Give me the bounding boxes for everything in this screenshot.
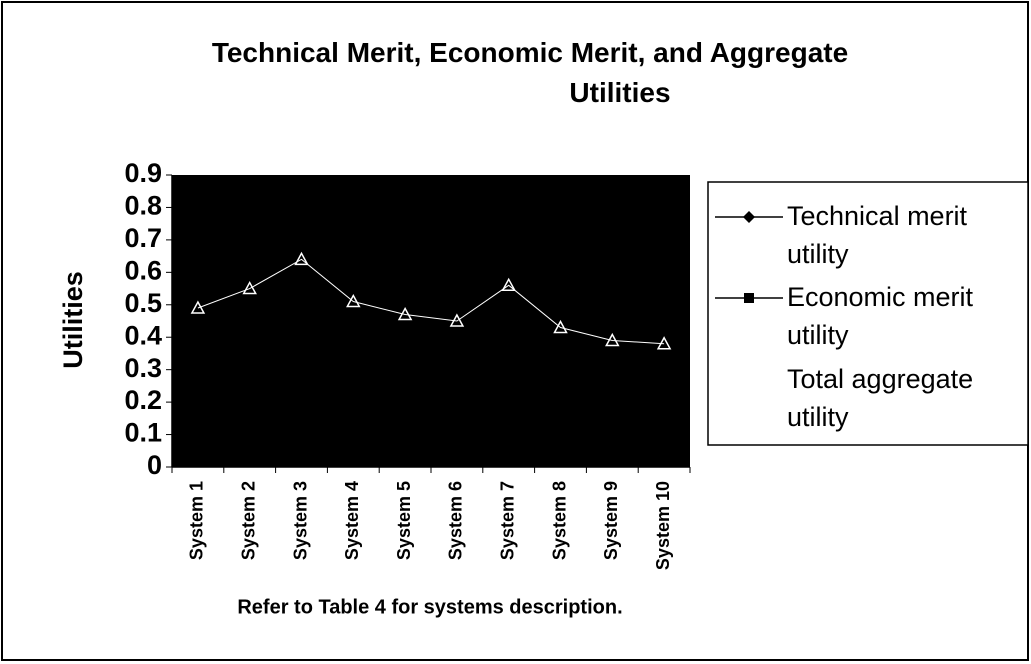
legend-marker bbox=[744, 293, 754, 303]
y-tick-label: 0 bbox=[147, 450, 162, 480]
data-point bbox=[449, 313, 465, 327]
x-tick-label: System 10 bbox=[653, 481, 673, 570]
caption: Refer to Table 4 for systems description… bbox=[237, 596, 622, 618]
data-point bbox=[346, 293, 361, 308]
x-tick-label: System 4 bbox=[342, 481, 362, 560]
y-axis-label: Utilities bbox=[58, 271, 88, 369]
x-tick-label: System 1 bbox=[187, 481, 207, 560]
x-tick-label: System 5 bbox=[394, 481, 414, 560]
x-tick-label: System 2 bbox=[238, 481, 258, 560]
y-tick-label: 0.5 bbox=[124, 288, 162, 318]
legend-label: Total aggregate utility bbox=[787, 364, 974, 432]
data-point bbox=[397, 306, 413, 321]
legend-box bbox=[707, 181, 1029, 446]
series-line bbox=[197, 258, 665, 345]
y-tick-label: 0.8 bbox=[124, 191, 162, 221]
data-point bbox=[190, 300, 206, 314]
x-tick-label: System 7 bbox=[497, 481, 517, 560]
legend-marker bbox=[741, 372, 757, 386]
y-tick-label: 0.1 bbox=[124, 418, 162, 448]
data-point bbox=[605, 332, 620, 347]
x-tick-label: System 9 bbox=[601, 481, 621, 560]
legend-marker bbox=[743, 211, 755, 223]
y-tick-label: 0.9 bbox=[124, 158, 162, 188]
y-tick-label: 0.3 bbox=[124, 353, 162, 383]
x-tick-label: System 8 bbox=[549, 481, 569, 560]
y-tick-label: 0.2 bbox=[124, 385, 162, 415]
data-point bbox=[242, 280, 257, 295]
chart-title: Technical Merit, Economic Merit, and Agg… bbox=[212, 37, 848, 108]
x-tick-label: System 3 bbox=[290, 481, 310, 560]
y-tick-label: 0.6 bbox=[124, 255, 162, 285]
legend-label: Economic merit utility bbox=[787, 282, 974, 350]
data-point bbox=[501, 277, 516, 292]
y-tick-label: 0.4 bbox=[124, 320, 162, 350]
data-point bbox=[553, 319, 568, 334]
x-tick-label: System 6 bbox=[446, 481, 466, 560]
data-point bbox=[294, 251, 309, 266]
legend-label: Technical merit utility bbox=[787, 201, 968, 269]
y-tick-label: 0.7 bbox=[124, 223, 162, 253]
plot-area bbox=[172, 175, 690, 467]
data-point bbox=[656, 336, 672, 350]
